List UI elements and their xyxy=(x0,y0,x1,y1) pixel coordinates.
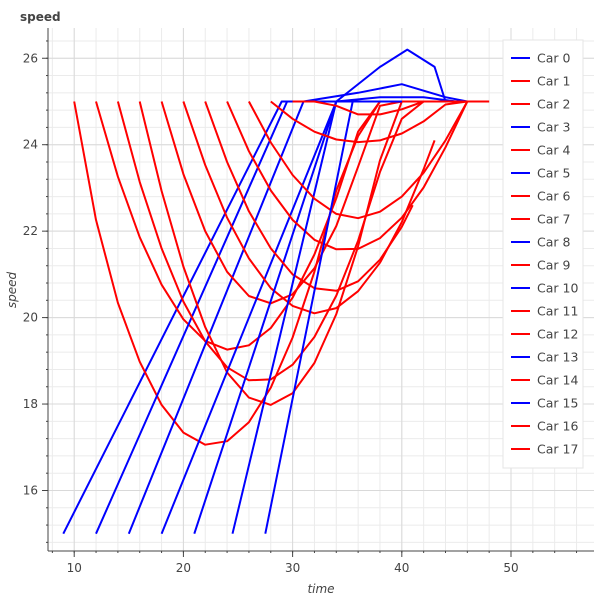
axes xyxy=(47,28,594,552)
ticks: 10 20 30 40 50 16 18 20 22 24 26 xyxy=(23,40,578,575)
legend-label-car-0: Car 0 xyxy=(537,51,571,66)
legend-label-car-7: Car 7 xyxy=(537,212,570,227)
legend-label-car-13: Car 13 xyxy=(537,350,578,365)
legend-label-car-8: Car 8 xyxy=(537,235,571,250)
legend-label-car-10: Car 10 xyxy=(537,281,578,296)
x-tick-label: 20 xyxy=(176,561,191,575)
series-line-car-5 xyxy=(127,83,468,535)
legend-label-car-11: Car 11 xyxy=(537,304,578,319)
series-line-car-9 xyxy=(182,101,436,315)
legend-label-car-15: Car 15 xyxy=(537,396,578,411)
series-line-car-10 xyxy=(193,48,447,535)
legend-label-car-1: Car 1 xyxy=(537,74,570,89)
series-line-car-4 xyxy=(116,100,457,382)
x-axis-label: time xyxy=(307,582,334,596)
legend-label-car-14: Car 14 xyxy=(537,373,578,388)
series-line-car-14 xyxy=(248,100,479,220)
series-line-car-8 xyxy=(160,96,457,535)
legend-label-car-5: Car 5 xyxy=(537,166,570,181)
y-tick-label: 22 xyxy=(23,224,38,238)
legend-label-car-2: Car 2 xyxy=(537,97,570,112)
x-tick-label: 40 xyxy=(394,561,409,575)
legend-label-car-9: Car 9 xyxy=(537,258,571,273)
series-line-car-12 xyxy=(226,101,469,251)
legend-label-car-3: Car 3 xyxy=(537,120,570,135)
x-tick-label: 50 xyxy=(503,561,518,575)
legend-box xyxy=(502,39,584,469)
legend-label-car-12: Car 12 xyxy=(537,327,578,342)
y-axis-label: speed xyxy=(5,271,19,308)
chart-title: speed xyxy=(20,10,61,24)
legend-label-car-16: Car 16 xyxy=(537,419,578,434)
x-tick-label: 10 xyxy=(67,561,82,575)
y-tick-label: 16 xyxy=(23,483,38,497)
series-line-car-15 xyxy=(264,100,402,534)
legend-label-car-6: Car 6 xyxy=(537,189,571,204)
legend: Car 0 Car 1 Car 2 Car 3 Car 4 Car 5 Car 6 Car 7… xyxy=(502,39,584,469)
series-group xyxy=(62,48,490,535)
x-tick-label: 30 xyxy=(285,561,300,575)
y-tick-label: 18 xyxy=(23,397,38,411)
legend-label-car-4: Car 4 xyxy=(537,143,571,158)
series-line-car-16 xyxy=(270,100,490,144)
y-tick-label: 24 xyxy=(23,138,38,152)
legend-label-car-17: Car 17 xyxy=(537,442,578,457)
y-tick-label: 20 xyxy=(23,311,38,325)
y-tick-label: 26 xyxy=(23,51,38,65)
series-line-car-17 xyxy=(292,100,479,116)
series-line-car-6 xyxy=(138,100,446,406)
